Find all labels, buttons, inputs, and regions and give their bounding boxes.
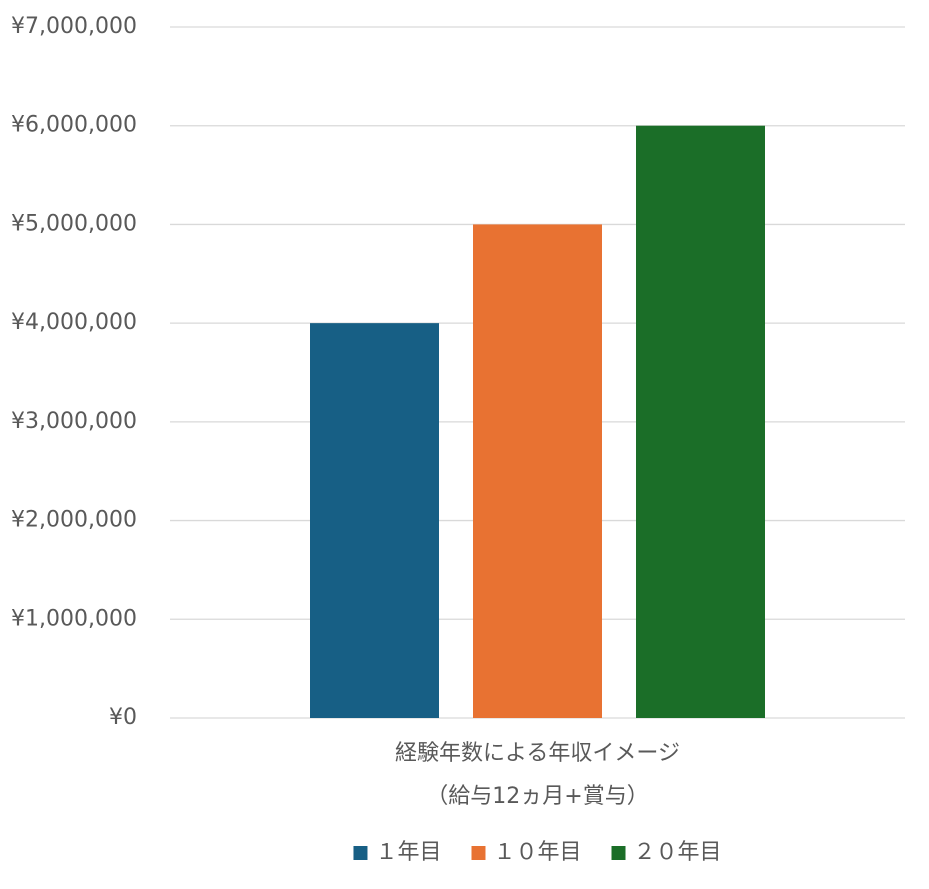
y-tick-label: ¥7,000,000	[11, 14, 137, 39]
x-tick-label: 経験年数による年収イメージ	[395, 741, 680, 766]
bar	[636, 125, 765, 718]
y-tick-label: ¥5,000,000	[11, 211, 137, 236]
legend-swatch	[611, 846, 626, 860]
legend-label: ２０年目	[634, 840, 722, 865]
bar	[310, 323, 439, 718]
y-tick-label: ¥1,000,000	[11, 606, 137, 631]
x-tick-label: （給与12ヵ月+賞与）	[426, 784, 648, 809]
legend-label: １０年目	[493, 840, 581, 865]
legend-swatch	[353, 846, 368, 860]
y-tick-label: ¥4,000,000	[11, 310, 137, 335]
legend-swatch	[471, 846, 486, 860]
legend-label: １年目	[375, 840, 441, 865]
y-tick-label: ¥3,000,000	[11, 409, 137, 434]
y-tick-label: ¥2,000,000	[11, 508, 137, 533]
bar	[473, 224, 602, 718]
y-tick-label: ¥6,000,000	[11, 113, 137, 138]
y-tick-label: ¥0	[109, 705, 137, 730]
